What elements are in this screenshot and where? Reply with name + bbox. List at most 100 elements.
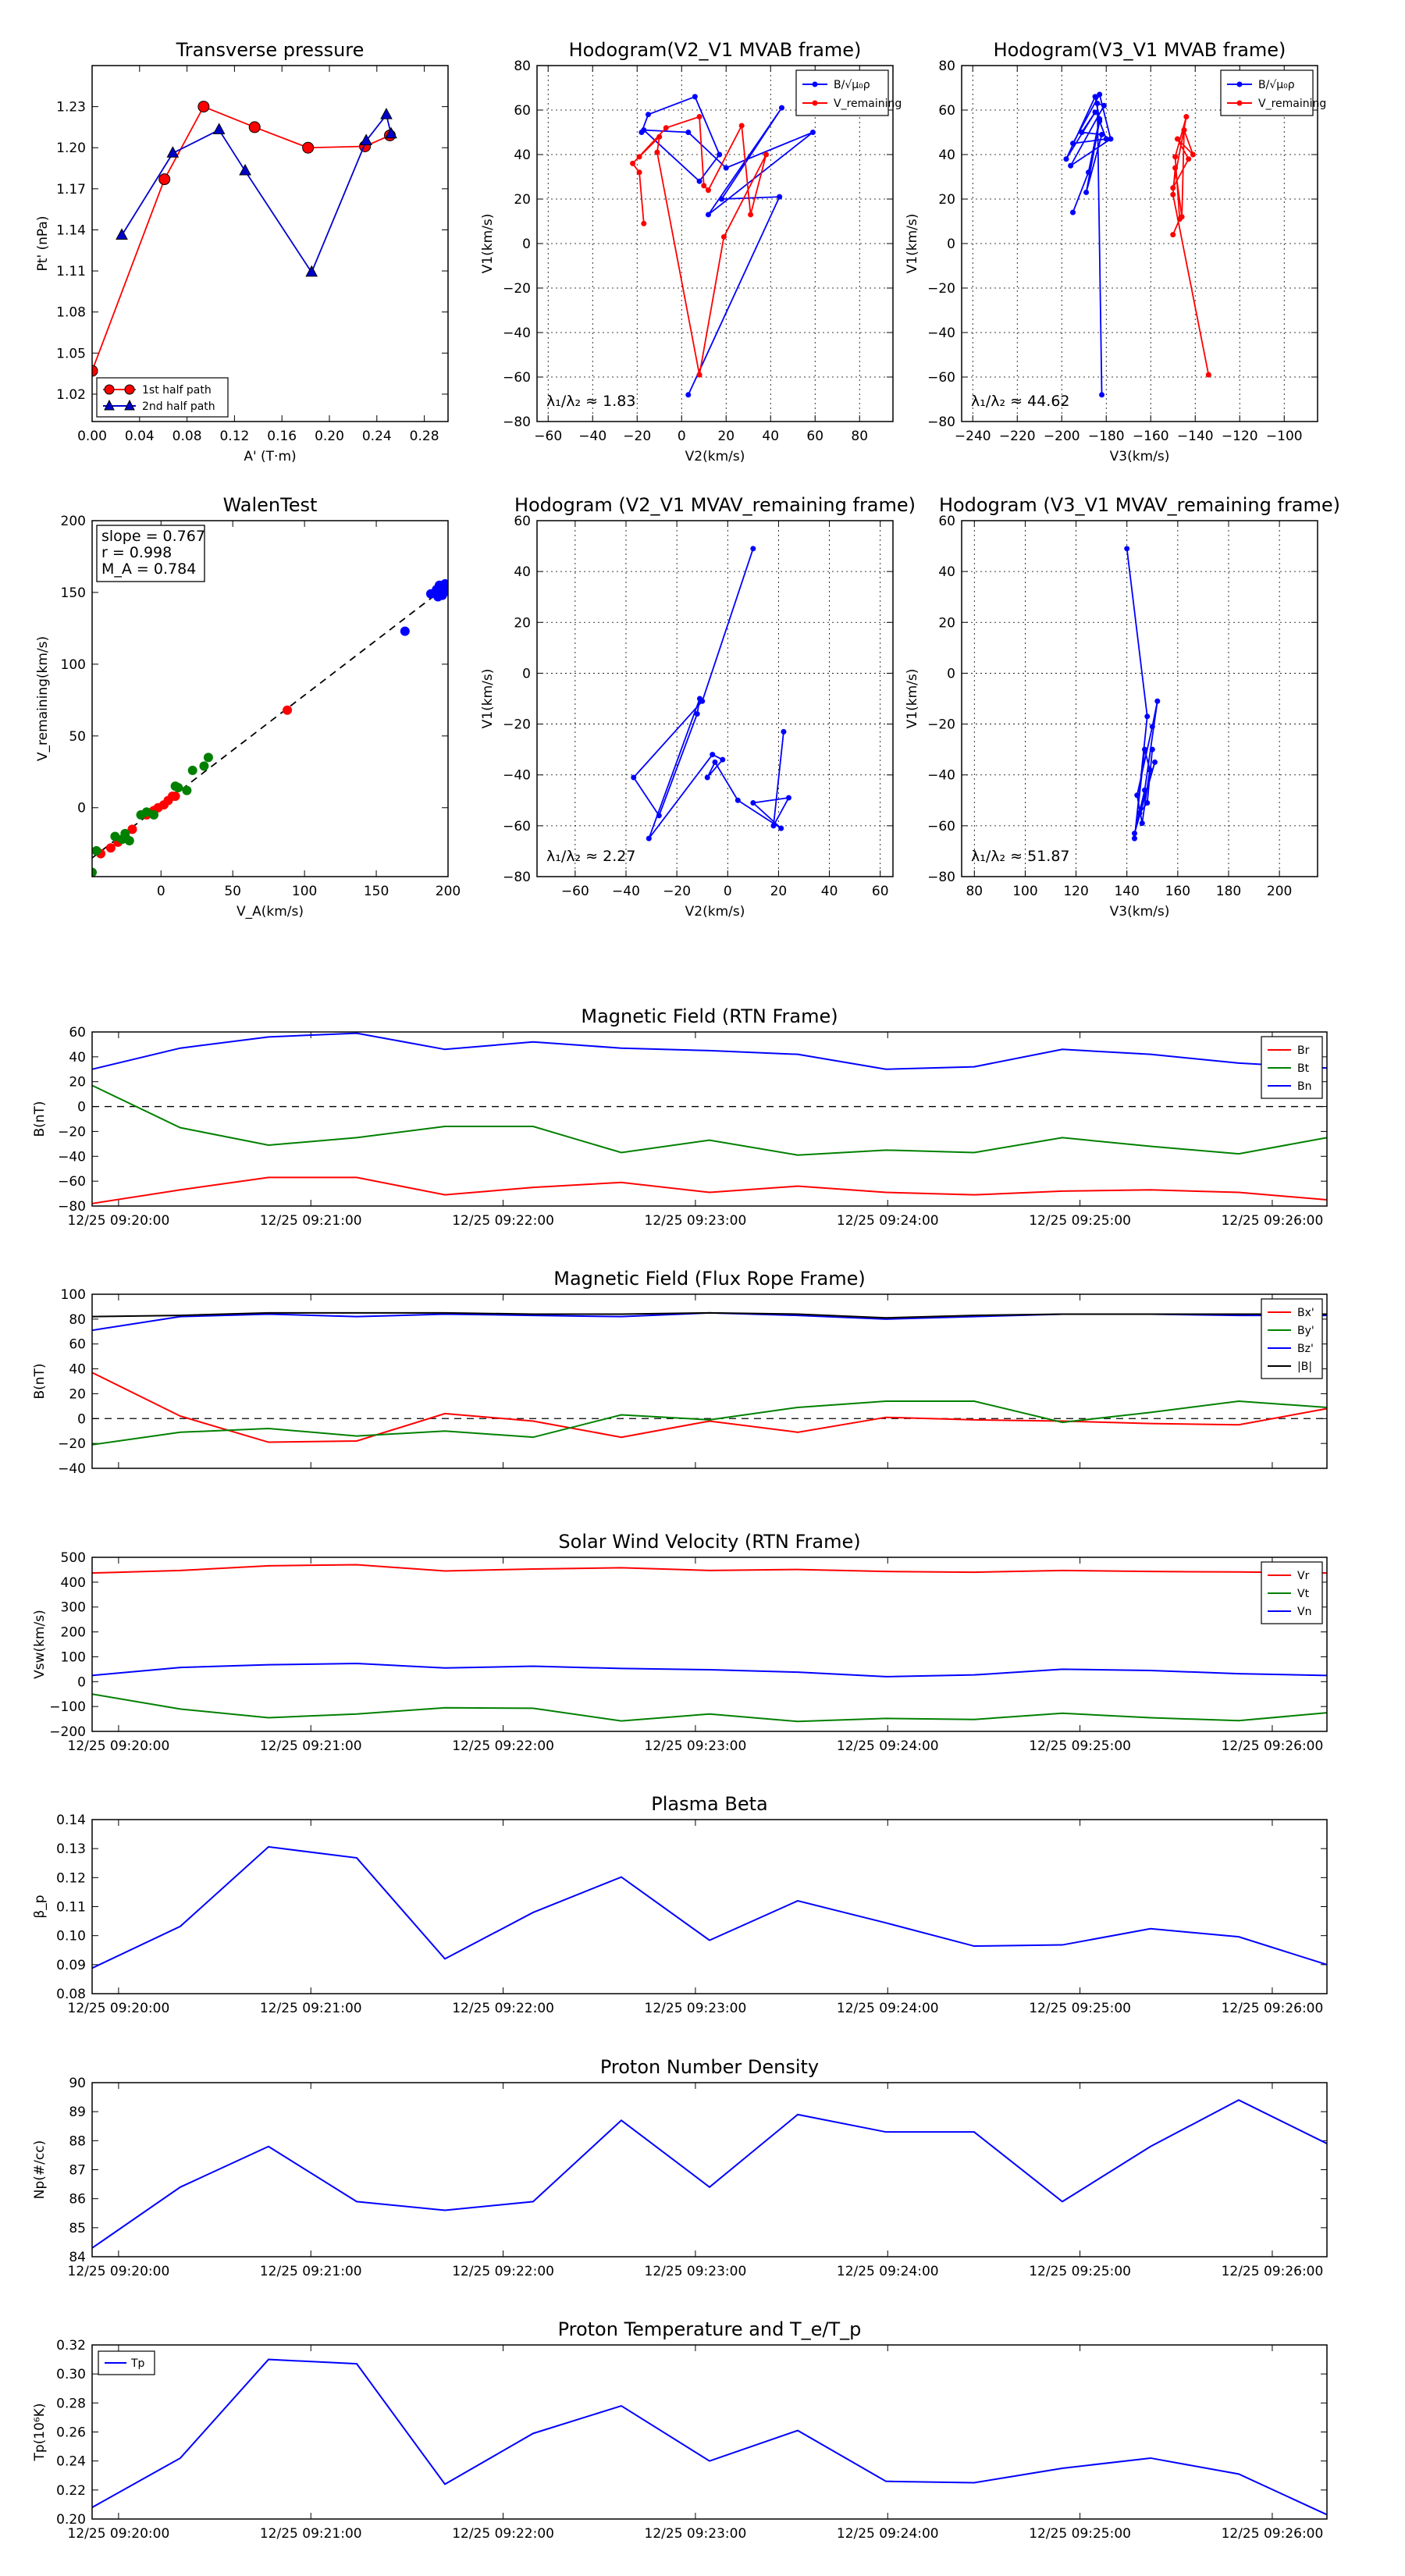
- data-point: [720, 233, 727, 240]
- data-point: [1144, 713, 1151, 720]
- data-point: [712, 759, 718, 765]
- y-tick-label: 0: [947, 666, 955, 681]
- data-point: [646, 835, 652, 841]
- plot-frame: [91, 2344, 1328, 2520]
- data-point: [1079, 130, 1085, 135]
- data-point: [701, 183, 707, 189]
- x-tick-label: 12/25 09:25:00: [1029, 2001, 1131, 2016]
- y-tick-label: 60: [69, 1025, 86, 1041]
- plot-frame: [91, 2082, 1328, 2258]
- data-point: [1101, 102, 1107, 109]
- legend-label: Br: [1297, 1044, 1310, 1057]
- data-point: [1170, 191, 1176, 197]
- x-tick-label: −40: [612, 884, 640, 899]
- x-tick-label: 12/25 09:21:00: [260, 1738, 362, 1754]
- y-tick-label: 0: [77, 801, 86, 817]
- data-point: [92, 867, 97, 877]
- y-axis-label: B(nT): [32, 1363, 48, 1399]
- x-tick-label: 0.04: [125, 429, 155, 444]
- chart-ts_mag_rtn: 12/25 09:20:00 12/25 09:21:00 12/25 09:22:…: [32, 1005, 1328, 1229]
- data-point: [1131, 831, 1137, 837]
- data-point: [636, 169, 642, 176]
- x-tick-label: 0: [157, 884, 165, 899]
- data-point: [1070, 141, 1076, 147]
- x-tick-label: 200: [436, 884, 461, 899]
- y-tick-label: 0.20: [56, 2512, 86, 2528]
- data-point: [110, 831, 120, 841]
- y-tick-label: 40: [514, 148, 531, 163]
- y-tick-label: 80: [938, 59, 955, 74]
- x-tick-label: 12/25 09:21:00: [260, 1213, 362, 1229]
- y-tick-label: −80: [58, 1199, 86, 1215]
- data-point: [173, 783, 183, 792]
- data-point: [187, 765, 197, 775]
- y-tick-label: 0: [77, 1100, 86, 1115]
- y-tick-label: −20: [503, 281, 531, 297]
- legend: B/√μ₀ρ V_remaining: [795, 69, 902, 116]
- x-tick-label: 12/25 09:21:00: [260, 2526, 362, 2542]
- data-point: [763, 151, 770, 158]
- x-tick-label: 12/25 09:21:00: [260, 2001, 362, 2016]
- x-tick-label: 12/25 09:20:00: [68, 1738, 170, 1754]
- y-tick-label: 87: [69, 2163, 86, 2179]
- y-tick-label: −20: [58, 1124, 86, 1140]
- series-line-bt: [91, 1084, 1328, 1156]
- x-tick-label: 120: [1063, 884, 1088, 899]
- chart-ts_mag_fr: −40 −20 0 20 40 60 80 100 Magnetic Field (Flux R…: [32, 1268, 1328, 1477]
- x-tick-label: 12/25 09:25:00: [1029, 2264, 1131, 2279]
- x-axis-label: V_A(km/s): [237, 904, 304, 920]
- y-tick-label: 150: [61, 585, 86, 601]
- data-point: [778, 825, 784, 831]
- series-line-b: [1065, 92, 1112, 395]
- x-tick-label: 12/25 09:23:00: [645, 2526, 747, 2542]
- legend-label: 2nd half path: [142, 400, 215, 413]
- y-tick-label: −100: [49, 1699, 86, 1715]
- y-axis-label: B(nT): [32, 1101, 48, 1137]
- data-point: [646, 112, 651, 118]
- data-point: [692, 94, 698, 100]
- data-point: [385, 126, 397, 139]
- x-tick-label: 80: [851, 429, 868, 444]
- chart-ts_vsw: 12/25 09:20:00 12/25 09:21:00 12/25 09:22:…: [32, 1531, 1328, 1754]
- y-axis-label: β_p: [32, 1895, 48, 1918]
- data-point: [1190, 151, 1196, 158]
- data-point: [302, 141, 315, 154]
- data-point: [785, 795, 791, 801]
- legend-label: B/√μ₀ρ: [1258, 79, 1295, 91]
- y-tick-label: 20: [938, 192, 955, 208]
- data-point: [1205, 372, 1211, 378]
- data-point: [723, 165, 729, 171]
- chart-title: Proton Number Density: [600, 2056, 819, 2078]
- data-point: [641, 127, 647, 133]
- plot-area: [630, 94, 816, 398]
- y-tick-label: 20: [514, 615, 531, 631]
- data-point: [748, 212, 754, 218]
- y-tick-label: 0.28: [56, 2396, 86, 2411]
- y-tick-label: 0: [522, 237, 531, 252]
- y-tick-label: −80: [503, 415, 531, 430]
- legend-marker: [812, 100, 818, 106]
- plot-area: [92, 101, 397, 377]
- y-tick-label: −40: [503, 326, 531, 341]
- legend-label: |B|: [1297, 1361, 1312, 1373]
- x-tick-label: −60: [561, 884, 589, 899]
- x-tick-label: −40: [578, 429, 606, 444]
- x-tick-label: −240: [955, 429, 991, 444]
- data-point: [437, 585, 447, 595]
- legend-marker: [1236, 81, 1243, 87]
- y-tick-label: 100: [61, 1649, 86, 1665]
- data-point: [1172, 154, 1179, 160]
- y-tick-label: 0.26: [56, 2425, 86, 2441]
- y-tick-label: 0.22: [56, 2483, 86, 2499]
- plot-frame: [91, 1031, 1328, 1207]
- data-point: [92, 365, 98, 377]
- legend-marker: [1236, 100, 1243, 106]
- y-tick-label: −40: [927, 326, 955, 341]
- legend: Tp: [98, 2350, 155, 2375]
- data-point: [750, 546, 756, 552]
- data-point: [710, 752, 716, 758]
- y-tick-label: 40: [938, 148, 955, 163]
- legend-marker: [104, 384, 115, 395]
- x-axis-label: V2(km/s): [685, 904, 745, 920]
- data-point: [1092, 94, 1098, 100]
